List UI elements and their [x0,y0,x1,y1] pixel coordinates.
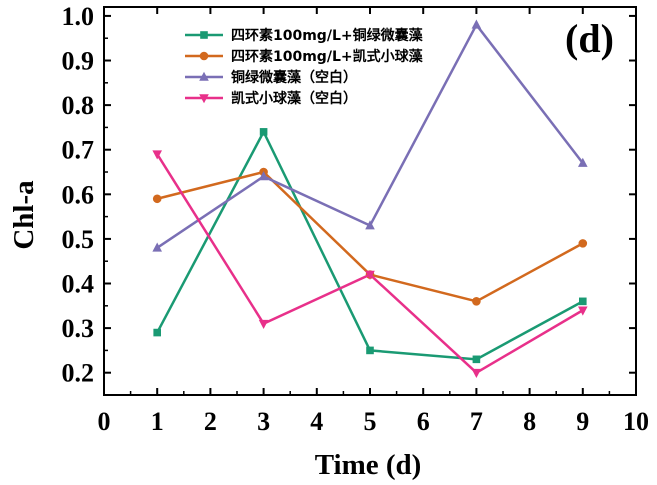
axes: 0 1 2 3 4 5 6 7 8 9 10 0.2 0.3 0.4 0.5 0.6 0.7 0.8 0.9 1.0 [62,2,650,436]
legend-item: 四环素100mg/L+凯式小球藻 [185,48,424,65]
x-tick-label: 8 [523,407,536,436]
data-point [366,346,374,355]
data-point [199,71,209,81]
data-point [199,51,209,61]
y-tick-label: 0.5 [62,225,95,254]
series-2 [152,167,588,306]
data-point [365,270,375,280]
data-point [258,319,269,329]
y-tick-label: 0.9 [62,47,95,76]
y-tick-label: 0.2 [62,359,95,388]
legend-item: 四环素100mg/L+铜绿微囊藻 [185,27,424,44]
data-point [199,94,209,104]
data-point [578,239,588,248]
x-tick-label: 0 [98,407,111,436]
panel-label: (d) [565,16,614,61]
x-tick-label: 3 [257,407,270,436]
data-point [152,150,162,160]
series-1 [153,128,587,364]
series-line [156,153,584,375]
legend-label: 凯式小球藻（空白） [231,90,357,107]
y-tick-label: 1.0 [62,2,95,31]
x-tick-label: 4 [310,407,323,436]
y-tick-label: 0.6 [62,180,95,209]
series-3 [152,19,588,252]
data-point [471,19,482,29]
data-point [152,194,162,204]
data-point [578,306,588,316]
series-line [156,170,584,303]
series-line [156,129,584,361]
legend-item: 铜绿微囊藻（空白） [185,69,357,86]
y-tick-label: 0.4 [62,270,95,299]
legend: 四环素100mg/L+铜绿微囊藻四环素100mg/L+凯式小球藻铜绿微囊藻（空白… [185,27,424,107]
data-point [200,31,208,39]
x-tick-label: 10 [623,407,649,436]
legend-label: 四环素100mg/L+铜绿微囊藻 [231,27,424,44]
data-point [259,128,268,136]
data-point [258,171,269,181]
data-point [365,220,375,230]
series-4 [152,150,588,379]
series-layer [152,19,588,379]
x-tick-label: 2 [204,407,217,436]
x-tick-label: 1 [151,407,164,436]
y-tick-label: 0.8 [62,91,95,120]
x-axis-title: Time (d) [315,449,422,481]
legend-label: 四环素100mg/L+凯式小球藻 [231,48,424,65]
data-point [471,368,482,379]
plot-frame [103,6,637,396]
data-point [152,242,162,252]
data-point [153,328,161,337]
x-tick-label: 6 [417,407,430,436]
y-axis-title: Chl-a [8,180,40,250]
data-point [579,297,587,306]
x-tick-label: 9 [576,407,589,436]
y-tick-label: 0.3 [62,314,95,343]
data-point [472,297,481,306]
y-tick-label: 0.7 [62,136,95,165]
legend-item: 凯式小球藻（空白） [185,90,357,107]
legend-label: 铜绿微囊藻（空白） [231,69,357,86]
data-point [578,157,588,167]
x-tick-label: 5 [364,407,377,436]
x-tick-label: 7 [470,407,483,436]
data-point [472,355,481,364]
